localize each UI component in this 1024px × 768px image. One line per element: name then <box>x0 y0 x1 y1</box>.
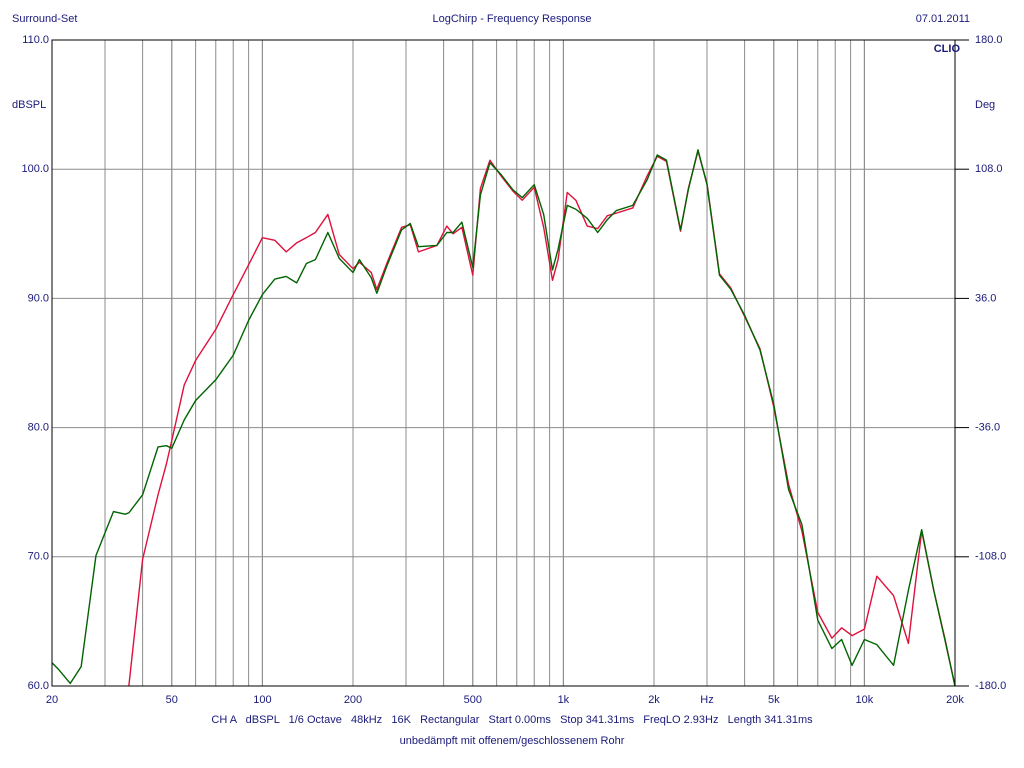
x-tick-label: 20k <box>946 694 964 706</box>
y2-tick-label: -36.0 <box>975 422 1000 434</box>
y2-tick-label: 36.0 <box>975 292 996 304</box>
x-tick-label: 100 <box>253 694 271 706</box>
brand: CLIO <box>934 43 961 55</box>
y-axis-label: dBSPL <box>12 99 46 111</box>
info-line: CH A dBSPL 1/6 Octave 48kHz 16K Rectangu… <box>211 714 813 726</box>
x-tick-label: 10k <box>856 694 874 706</box>
y-tick-label: 70.0 <box>28 551 49 563</box>
x-tick-label: 200 <box>344 694 362 706</box>
y2-tick-label: -180.0 <box>975 680 1006 692</box>
y-tick-label: 80.0 <box>28 422 49 434</box>
y-tick-label: 100.0 <box>21 163 49 175</box>
y2-tick-label: 108.0 <box>975 163 1003 175</box>
y-tick-label: 90.0 <box>28 292 49 304</box>
x-tick-label: 2k <box>648 694 660 706</box>
series-line <box>128 150 956 687</box>
x-tick-label: 5k <box>768 694 780 706</box>
y2-tick-label: 180.0 <box>975 34 1003 46</box>
date: 07.01.2011 <box>916 13 970 25</box>
x-tick-label: 500 <box>464 694 482 706</box>
y-tick-label: 60.0 <box>28 680 49 692</box>
x-tick-label: 20 <box>46 694 58 706</box>
x-tick-label: 1k <box>558 694 570 706</box>
subtitle: unbedämpft mit offenem/geschlossenem Roh… <box>400 735 625 747</box>
y2-axis-label: Deg <box>975 99 995 111</box>
y2-tick-label: -108.0 <box>975 551 1006 563</box>
left-header: Surround-Set <box>12 13 77 25</box>
plot-frame <box>51 39 956 687</box>
x-tick-label: 50 <box>166 694 178 706</box>
y-tick-label: 110.0 <box>22 34 49 46</box>
x-tick-label: Hz <box>700 694 713 706</box>
chart-title: LogChirp - Frequency Response <box>433 13 592 25</box>
series-line <box>51 149 956 687</box>
